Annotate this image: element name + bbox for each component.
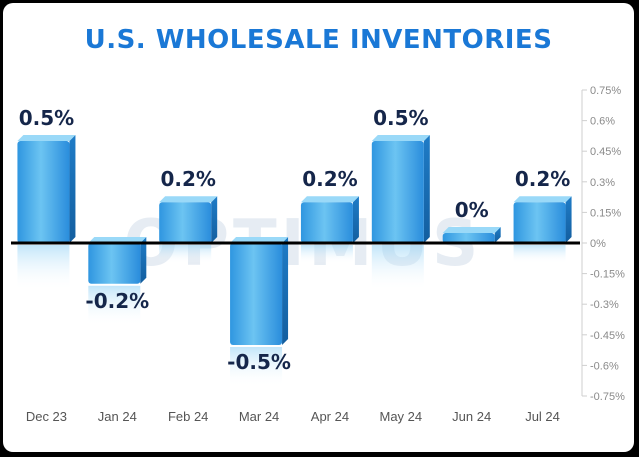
- y-tick-label: 0.45%: [590, 146, 621, 158]
- bar-top: [159, 196, 218, 203]
- bar-top: [513, 196, 572, 203]
- bar: [442, 227, 501, 243]
- bar-front: [442, 233, 495, 243]
- bar: [159, 196, 218, 243]
- y-tick-label: 0.3%: [590, 177, 615, 189]
- bar-top: [371, 135, 430, 141]
- x-tick-label: Dec 23: [26, 409, 67, 424]
- bar: [371, 135, 430, 243]
- x-tick-label: May 24: [379, 409, 422, 424]
- bar-front: [371, 141, 424, 243]
- bar-side: [140, 237, 147, 284]
- data-label: 0%: [455, 198, 489, 222]
- bar-top: [17, 135, 76, 141]
- bar: [300, 196, 359, 243]
- data-label: 0.5%: [19, 106, 74, 130]
- bar: [17, 135, 76, 243]
- bar-front: [159, 202, 212, 243]
- bar-side: [211, 196, 218, 243]
- bar-side: [565, 196, 572, 243]
- bar-reflection: [88, 285, 141, 326]
- y-tick-label: -0.6%: [590, 360, 619, 372]
- x-tick-label: Jan 24: [98, 409, 137, 424]
- y-tick-label: -0.15%: [590, 269, 625, 281]
- data-label: 0.2%: [160, 167, 215, 191]
- data-label: 0.5%: [373, 106, 428, 130]
- bar-reflection: [300, 245, 353, 264]
- y-tick-label: -0.45%: [590, 330, 625, 342]
- x-tick-label: Jul 24: [525, 409, 560, 424]
- y-tick-label: 0.75%: [590, 85, 621, 97]
- x-tick-label: Mar 24: [239, 409, 279, 424]
- bar: [230, 237, 289, 345]
- x-tick-label: Jun 24: [452, 409, 491, 424]
- y-tick-label: -0.3%: [590, 299, 619, 311]
- data-label: 0.2%: [515, 167, 570, 191]
- y-tick-label: -0.75%: [590, 391, 625, 403]
- y-tick-label: 0.6%: [590, 116, 615, 128]
- bar-side: [282, 237, 289, 345]
- data-label: -0.5%: [227, 350, 291, 374]
- bar-front: [88, 243, 141, 284]
- chart-frame: U.S. WHOLESALE INVENTORIES OPTIMUS 0.75%…: [3, 3, 634, 452]
- bar-front: [513, 202, 566, 243]
- bar-chart: OPTIMUS 0.75%0.6%0.45%0.3%0.15%0%-0.15%-…: [11, 85, 625, 424]
- bar-top: [300, 196, 359, 203]
- bar-side: [352, 196, 359, 243]
- chart-title: U.S. WHOLESALE INVENTORIES: [84, 25, 553, 55]
- bar-reflection: [513, 245, 566, 264]
- bar-reflection: [159, 245, 212, 264]
- data-label: -0.2%: [85, 289, 149, 313]
- bar-side: [494, 227, 501, 243]
- bar-front: [230, 243, 283, 345]
- bar-side: [423, 135, 430, 243]
- x-tick-label: Feb 24: [168, 409, 208, 424]
- bar-top: [442, 227, 501, 233]
- bar-front: [300, 202, 353, 243]
- y-tick-label: 0.15%: [590, 207, 621, 219]
- bar: [513, 196, 572, 243]
- bar-reflection: [230, 347, 283, 387]
- bar-side: [69, 135, 76, 243]
- bar-reflection: [17, 245, 70, 291]
- y-tick-label: 0%: [590, 238, 606, 250]
- bar-front: [17, 141, 70, 243]
- x-tick-label: Apr 24: [311, 409, 349, 424]
- data-label: 0.2%: [302, 167, 357, 191]
- bar-reflection: [371, 245, 424, 291]
